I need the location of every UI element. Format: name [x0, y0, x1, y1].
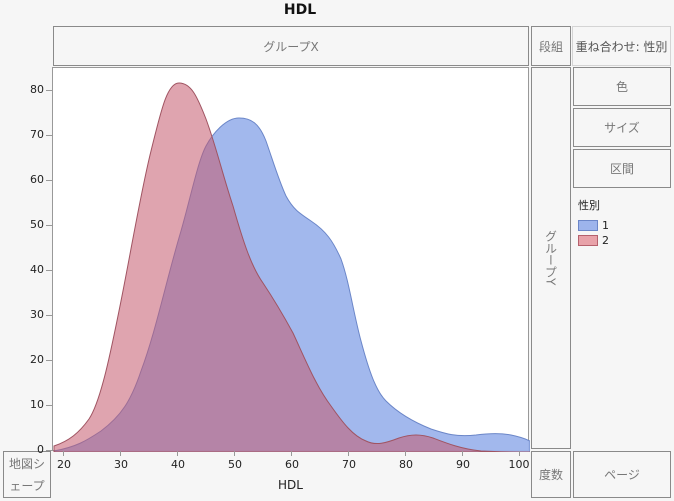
y-tick-marks: [46, 90, 52, 451]
legend-item-1[interactable]: 1: [578, 219, 609, 232]
y-tick: 40: [30, 263, 44, 276]
size-zone[interactable]: サイズ: [573, 108, 671, 147]
wrap-zone[interactable]: 段組: [531, 26, 571, 66]
chart-title: HDL: [283, 2, 317, 18]
y-axis: 0 10 20 30 40 50 60 70 80: [0, 0, 44, 460]
density-chart: [53, 82, 530, 452]
interval-zone[interactable]: 区間: [573, 149, 671, 188]
y-tick: 80: [30, 83, 44, 96]
x-tick: 80: [399, 458, 413, 471]
freq-zone[interactable]: 度数: [531, 451, 571, 498]
series-2-area: [53, 82, 530, 452]
legend-label: 1: [602, 219, 609, 232]
x-tick: 100: [508, 458, 530, 471]
group-y-zone[interactable]: グループY: [531, 67, 571, 449]
x-axis-label[interactable]: HDL: [278, 478, 303, 492]
legend-item-2[interactable]: 2: [578, 234, 609, 247]
plot-area[interactable]: [52, 67, 530, 452]
x-tick: 60: [285, 458, 299, 471]
x-tick: 20: [57, 458, 71, 471]
group-y-label: グループY: [543, 230, 558, 286]
x-tick-marks: [63, 451, 520, 456]
legend-swatch-icon: [578, 235, 598, 246]
x-tick: 50: [228, 458, 242, 471]
legend-swatch-icon: [578, 220, 598, 231]
x-tick: 90: [456, 458, 470, 471]
y-tick: 50: [30, 218, 44, 231]
x-tick: 70: [342, 458, 356, 471]
group-x-zone[interactable]: グループX: [53, 26, 529, 66]
y-tick: 0: [37, 443, 44, 456]
legend-title: 性別: [578, 199, 600, 212]
y-tick: 10: [30, 398, 44, 411]
overlay-zone[interactable]: 重ね合わせ: 性別: [572, 26, 671, 66]
y-tick: 70: [30, 128, 44, 141]
x-tick: 30: [114, 458, 128, 471]
page-zone[interactable]: ページ: [573, 451, 671, 498]
x-tick: 40: [171, 458, 185, 471]
y-tick: 60: [30, 173, 44, 186]
legend-label: 2: [602, 234, 609, 247]
x-axis: 20 30 40 50 60 70 80 90 100: [0, 458, 530, 478]
y-tick: 30: [30, 308, 44, 321]
map-shape-zone[interactable]: 地図シェープ: [3, 451, 51, 498]
color-zone[interactable]: 色: [573, 67, 671, 106]
y-tick: 20: [30, 353, 44, 366]
